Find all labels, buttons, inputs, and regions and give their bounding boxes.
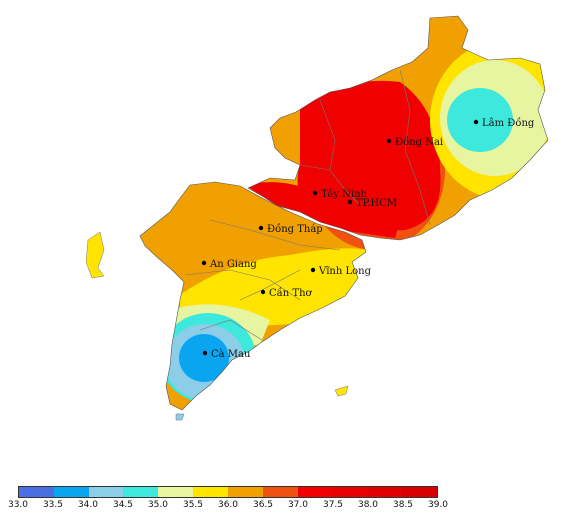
legend-swatch bbox=[297, 487, 333, 497]
legend-swatch bbox=[88, 487, 124, 497]
legend-tick-label: 36.0 bbox=[217, 500, 239, 510]
city-vinh-long: Vĩnh Long bbox=[310, 266, 372, 277]
svg-text:TP.HCM: TP.HCM bbox=[356, 198, 397, 209]
city-tp-hcm: TP.HCM bbox=[347, 198, 397, 209]
color-legend: 33.0 33.5 34.0 34.5 35.0 35.5 36.0 36.5 37.0 37.5… bbox=[8, 486, 448, 518]
legend-tick-label: 37.5 bbox=[322, 500, 344, 510]
legend-tick-label: 35.5 bbox=[182, 500, 204, 510]
svg-text:Đồng Tháp: Đồng Tháp bbox=[267, 224, 323, 235]
svg-text:Vĩnh Long: Vĩnh Long bbox=[318, 266, 372, 277]
city-can-tho: Cần Thơ bbox=[260, 287, 313, 299]
province-boundaries bbox=[184, 69, 431, 341]
legend-tick-label: 38.5 bbox=[392, 500, 414, 510]
legend-tick-label: 34.0 bbox=[77, 500, 99, 510]
coastline bbox=[139, 15, 549, 411]
legend-swatch bbox=[402, 487, 437, 497]
legend-swatch bbox=[193, 487, 228, 497]
legend-tick-label: 35.0 bbox=[147, 500, 169, 510]
city-ca-mau: Cà Mau bbox=[202, 349, 251, 360]
svg-text:Đồng Nai: Đồng Nai bbox=[395, 137, 443, 148]
legend-tick-label: 33.0 bbox=[7, 500, 29, 510]
city-an-giang: An Giang bbox=[201, 259, 257, 270]
legend-ticks: 33.0 33.5 34.0 34.5 35.0 35.5 36.0 36.5 37.0 37.5… bbox=[8, 498, 448, 514]
legend-color-bar bbox=[18, 486, 438, 498]
legend-tick-label: 38.0 bbox=[357, 500, 379, 510]
legend-tick-label: 37.0 bbox=[287, 500, 309, 510]
legend-swatch bbox=[19, 487, 54, 497]
city-dong-thap: Đồng Tháp bbox=[258, 224, 323, 235]
city-markers: Lâm Đồng Đồng Nai Tây Ninh TP.HCM Đồng T… bbox=[201, 118, 535, 360]
legend-tick-label: 39.0 bbox=[427, 500, 449, 510]
svg-text:An Giang: An Giang bbox=[209, 259, 257, 270]
small-island bbox=[175, 413, 185, 421]
legend-swatch bbox=[367, 487, 403, 497]
legend-swatch bbox=[158, 487, 194, 497]
legend-tick-label: 34.5 bbox=[112, 500, 134, 510]
temperature-map: Lâm Đồng Đồng Nai Tây Ninh TP.HCM Đồng T… bbox=[85, 15, 549, 421]
city-lam-dong: Lâm Đồng bbox=[473, 118, 535, 129]
legend-swatch bbox=[53, 487, 89, 497]
svg-text:Cà Mau: Cà Mau bbox=[211, 349, 251, 360]
svg-text:Cần Thơ: Cần Thơ bbox=[269, 287, 313, 299]
legend-swatch bbox=[332, 487, 368, 497]
temperature-bands bbox=[160, 40, 548, 403]
legend-swatch bbox=[227, 487, 263, 497]
city-dong-nai: Đồng Nai bbox=[386, 137, 443, 148]
legend-tick-label: 36.5 bbox=[252, 500, 274, 510]
phu-quoc-island bbox=[85, 231, 105, 279]
city-tay-ninh: Tây Ninh bbox=[312, 189, 368, 200]
svg-text:Lâm Đồng: Lâm Đồng bbox=[482, 118, 535, 129]
legend-tick-label: 33.5 bbox=[42, 500, 64, 510]
con-dao-island bbox=[334, 385, 349, 397]
legend-swatch bbox=[262, 487, 298, 497]
legend-swatch bbox=[123, 487, 159, 497]
svg-text:Tây Ninh: Tây Ninh bbox=[321, 189, 368, 200]
